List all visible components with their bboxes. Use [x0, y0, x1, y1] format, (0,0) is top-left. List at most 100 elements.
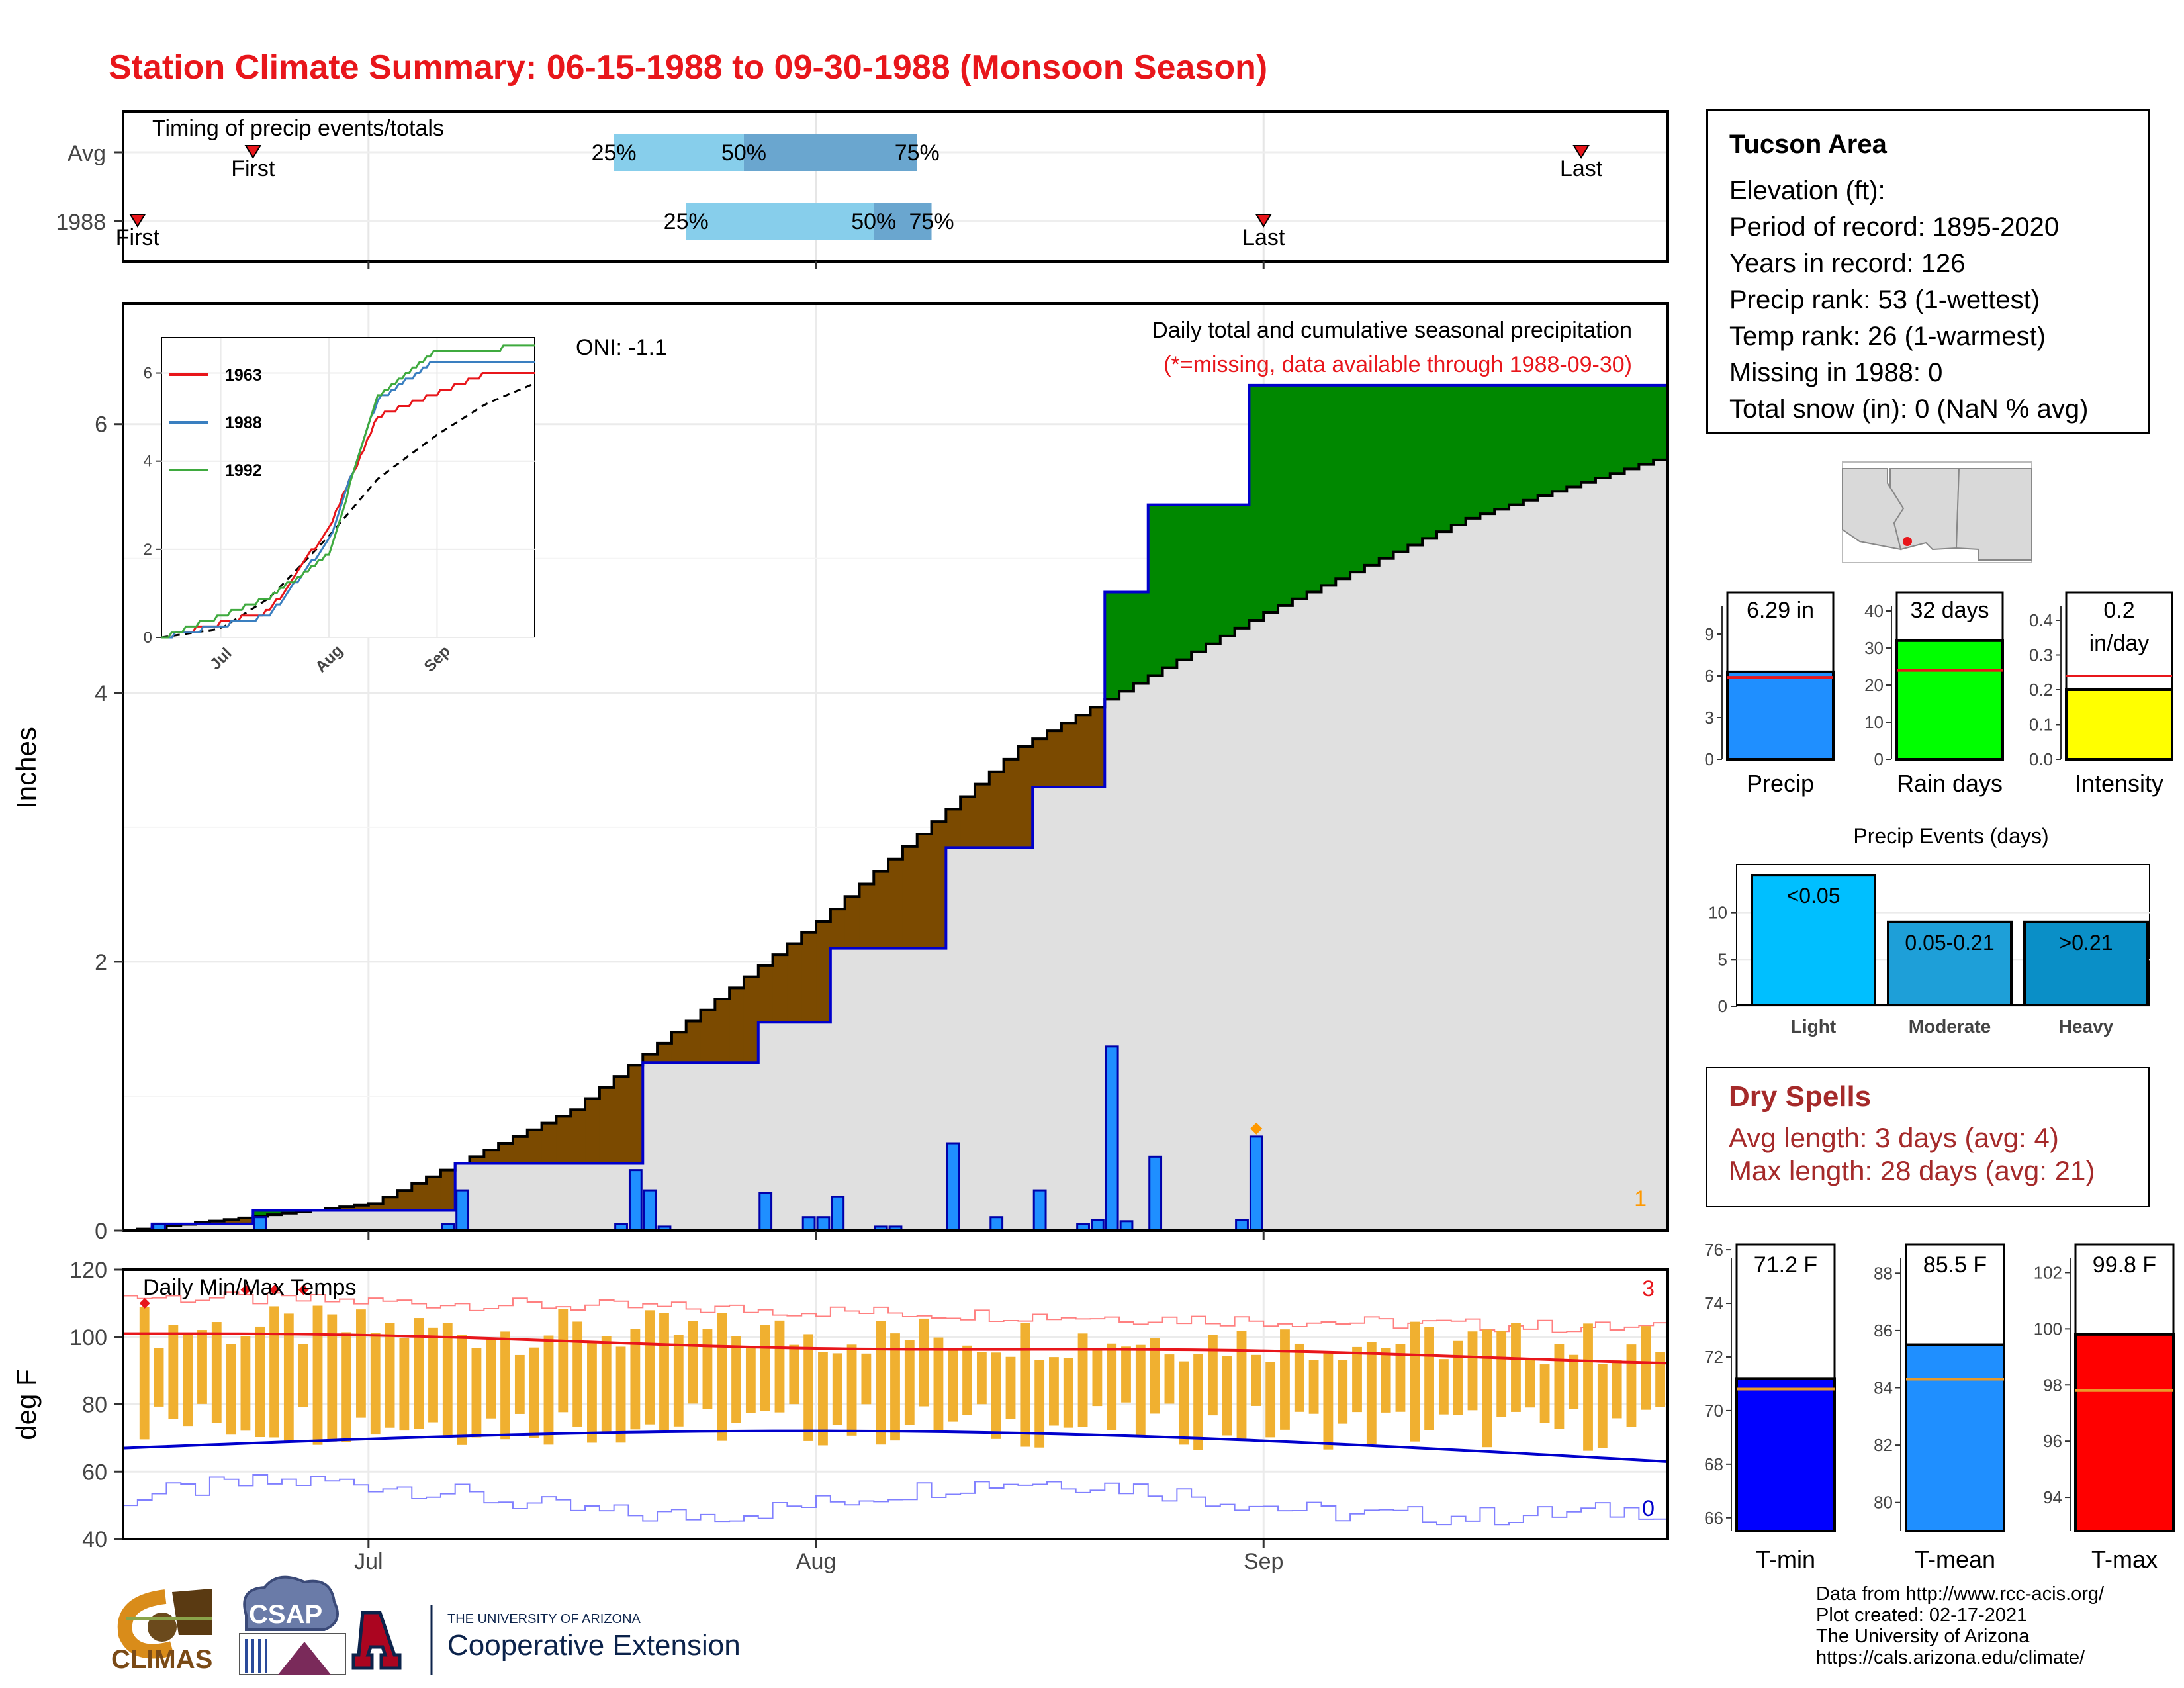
daily-temp-bar	[1308, 1360, 1319, 1414]
surplus-fill	[1552, 385, 1567, 492]
timing-panel: 25% 50% 75% First Last 25% 50% 75% First Last Tim…	[56, 110, 1669, 269]
deficit-fill	[469, 1156, 484, 1164]
credit-line: The University of Arizona	[1816, 1626, 2030, 1647]
timing-p75-label: 75%	[909, 209, 954, 234]
daily-temp-bar	[1077, 1333, 1088, 1427]
ua-small-text: THE UNIVERSITY OF ARIZONA	[447, 1612, 641, 1626]
daily-temp-bar	[1236, 1331, 1247, 1440]
daily-temp-bar	[168, 1325, 179, 1419]
surplus-fill	[1350, 385, 1365, 573]
deficit-fill	[209, 1221, 225, 1224]
daily-temp-bar	[1251, 1354, 1261, 1406]
events-title: Precip Events (days)	[1853, 824, 2048, 848]
deficit-fill	[844, 896, 860, 949]
deficit-fill	[527, 1129, 543, 1164]
record-high-line	[123, 1291, 1668, 1333]
events-ytick: 5	[1718, 949, 1727, 969]
deficit-fill	[585, 1098, 600, 1164]
events-bar	[1751, 874, 1876, 1006]
temp-bar-ytick: 66	[1704, 1508, 1723, 1528]
summary-line: Elevation (ft):	[1729, 176, 1886, 205]
credit-line: Data from http://www.rcc-acis.org/	[1816, 1583, 2105, 1605]
events-bar	[2023, 920, 2149, 1007]
surplus-fill	[1567, 385, 1582, 487]
locator-map	[1842, 461, 2032, 563]
summary-line: Precip rank: 53 (1-wettest)	[1729, 285, 2040, 314]
inset-legend-label: 1992	[225, 461, 262, 480]
mini-value-bar	[1895, 639, 2004, 761]
surplus-fill	[1595, 385, 1611, 478]
deficit-fill	[787, 943, 802, 1023]
daily-temp-bar	[399, 1338, 410, 1431]
credit-line: https://cals.arizona.edu/climate/	[1816, 1647, 2085, 1668]
daily-temp-bar	[1612, 1360, 1622, 1419]
daily-precip-bar	[643, 1189, 657, 1232]
mini-ytick: 40	[1864, 601, 1884, 621]
timing-bar-q1	[614, 134, 744, 171]
daily-temp-bar	[645, 1310, 655, 1425]
deficit-fill	[859, 884, 874, 949]
summary-line: Total snow (in): 0 (NaN % avg)	[1729, 395, 2089, 424]
avg-min-line	[122, 1429, 1668, 1463]
mini-ytick: 0	[1874, 749, 1884, 769]
surplus-fill	[1133, 592, 1149, 684]
avg-max-line	[122, 1332, 1668, 1365]
temp-bar-ytick: 86	[1874, 1321, 1893, 1340]
temp-panel: 40 60 80 100 120 Daily Min/Max Temps 3 0 deg…	[11, 1258, 1669, 1552]
daily-temp-bar	[1294, 1343, 1304, 1412]
surplus-fill	[1653, 385, 1668, 460]
daily-temp-bar	[659, 1313, 669, 1430]
events-ytick: 10	[1708, 903, 1727, 923]
daily-temp-bar	[1626, 1344, 1637, 1427]
daily-temp-bar	[471, 1348, 482, 1438]
daily-temp-bar	[904, 1340, 915, 1425]
daily-temp-bar	[1005, 1356, 1016, 1419]
mini-value-unit: in/day	[2089, 631, 2150, 656]
temp-bar-ytick: 76	[1704, 1240, 1723, 1260]
daily-precip-bar	[1235, 1219, 1249, 1232]
timing-first-marker-label: First	[231, 156, 275, 181]
timing-first-marker-label: First	[116, 225, 160, 250]
daily-precip-bar	[253, 1216, 267, 1232]
surplus-fill	[1263, 385, 1279, 612]
mini-ytick: 30	[1864, 638, 1884, 658]
daily-precip-bar	[801, 1216, 816, 1232]
deficit-fill	[743, 976, 759, 1063]
daily-temp-bar	[1092, 1350, 1103, 1407]
inset-legend-label: 1963	[225, 366, 262, 385]
surplus-fill	[1191, 504, 1206, 652]
surplus-fill	[1177, 504, 1192, 660]
timing-p50-label: 50%	[721, 140, 766, 165]
deficit-fill	[715, 999, 730, 1063]
daily-temp-bar	[991, 1352, 1001, 1439]
daily-temp-bar	[1207, 1335, 1218, 1416]
temp-value-bar	[1905, 1343, 2005, 1533]
deficit-fill	[440, 1170, 456, 1211]
daily-temp-bar	[529, 1347, 539, 1438]
events-category: Heavy	[2059, 1016, 2114, 1037]
mini-ytick: 0	[1705, 749, 1714, 769]
daily-temp-bar	[1135, 1344, 1146, 1437]
temp-bar-ytick: 74	[1704, 1293, 1723, 1313]
deficit-fill	[801, 932, 817, 1023]
daily-temp-bar	[327, 1314, 338, 1442]
credits: Data from http://www.rcc-acis.org/ Plot …	[1816, 1583, 2104, 1668]
ua-logo: THE UNIVERSITY OF ARIZONA Cooperative Ex…	[351, 1605, 741, 1675]
daily-temp-bar	[962, 1345, 972, 1415]
deficit-fill	[816, 921, 831, 1023]
events-category: Moderate	[1909, 1016, 1991, 1037]
mini-ytick: 3	[1705, 708, 1714, 727]
daily-precip-bar	[1105, 1045, 1119, 1232]
temp-value-bar	[1735, 1377, 1836, 1532]
daily-temp-bar	[1366, 1342, 1377, 1444]
daily-temp-bar	[255, 1326, 265, 1438]
temp-value-text: 71.2 F	[1754, 1252, 1817, 1278]
climas-logo-text: CLIMAS	[111, 1645, 212, 1674]
temp-category-label: T-max	[2091, 1546, 2158, 1573]
daily-temp-bar	[139, 1307, 150, 1440]
daily-temp-bar	[789, 1344, 799, 1405]
deficit-fill	[1018, 747, 1033, 848]
surplus-fill	[1509, 385, 1524, 505]
daily-temp-bar	[1482, 1329, 1492, 1448]
daily-temp-bar	[269, 1306, 279, 1438]
